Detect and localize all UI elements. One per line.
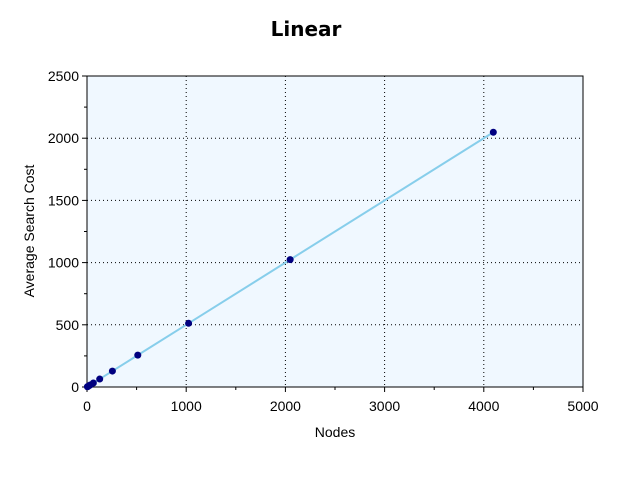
x-axis-label: Nodes [315, 424, 355, 440]
y-axis-label: Average Search Cost [21, 164, 37, 297]
y-tick-label: 2000 [48, 130, 79, 146]
x-tick-label: 1000 [171, 398, 202, 414]
tick-labels: 0 1000 2000 3000 4000 5000 0 500 1000 1500 2000 250… [48, 68, 599, 414]
chart-title: Linear [271, 17, 342, 41]
data-point [89, 379, 97, 387]
y-tick-label: 500 [56, 317, 80, 333]
y-tick-label: 1000 [48, 255, 79, 271]
data-point [489, 128, 497, 136]
y-tick-label: 2500 [48, 68, 79, 84]
y-tick-label: 1500 [48, 192, 79, 208]
x-tick-label: 5000 [567, 398, 598, 414]
x-tick-label: 3000 [369, 398, 400, 414]
x-tick-label: 4000 [468, 398, 499, 414]
data-point [286, 256, 294, 264]
data-point [108, 367, 116, 375]
x-tick-label: 2000 [270, 398, 301, 414]
grid-lines [87, 76, 583, 387]
series-layer [83, 128, 497, 391]
data-point [96, 375, 104, 383]
x-tick-label: 0 [83, 398, 91, 414]
data-point [185, 319, 193, 327]
y-tick-label: 0 [71, 379, 79, 395]
data-point [134, 351, 142, 359]
